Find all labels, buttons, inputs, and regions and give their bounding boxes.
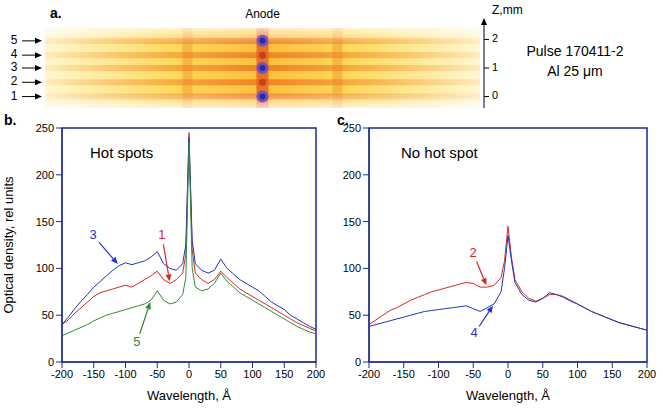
svg-text:5: 5 (11, 33, 18, 47)
svg-text:250: 250 (342, 121, 361, 134)
svg-text:4: 4 (11, 47, 18, 61)
svg-text:-50: -50 (465, 368, 481, 380)
html-text:Hot spots: Hot spots (90, 144, 154, 161)
svg-text:-50: -50 (149, 368, 165, 380)
svg-text:0: 0 (505, 368, 511, 380)
html-text:c.: c. (337, 112, 349, 128)
svg-text:50: 50 (349, 309, 361, 321)
svg-text:150: 150 (603, 368, 621, 380)
svg-text:4: 4 (470, 325, 477, 340)
svg-text:Wavelength, Å: Wavelength, Å (147, 388, 231, 403)
svg-text:Wavelength, Å: Wavelength, Å (466, 388, 550, 403)
svg-text:-150: -150 (83, 368, 105, 380)
svg-text:100: 100 (36, 262, 54, 274)
svg-text:Z,mm: Z,mm (492, 3, 523, 17)
svg-text:2: 2 (492, 32, 498, 44)
svg-text:200: 200 (638, 368, 656, 380)
svg-text:-200: -200 (358, 368, 380, 380)
svg-text:Anode: Anode (245, 7, 280, 21)
svg-text:-100: -100 (114, 368, 136, 380)
svg-text:3: 3 (11, 60, 18, 74)
html-text:No hot spot: No hot spot (401, 144, 478, 161)
svg-text:150: 150 (36, 216, 54, 228)
svg-text:2: 2 (470, 245, 477, 260)
svg-text:200: 200 (343, 169, 361, 181)
svg-text:-100: -100 (427, 368, 449, 380)
svg-text:50: 50 (537, 368, 549, 380)
svg-text:0: 0 (492, 89, 498, 101)
svg-text:0: 0 (186, 368, 192, 380)
svg-text:5: 5 (133, 334, 140, 349)
svg-text:100: 100 (568, 368, 586, 380)
svg-text:a.: a. (50, 5, 62, 21)
svg-text:1: 1 (158, 227, 165, 242)
svg-text:Pulse 170411-2: Pulse 170411-2 (526, 43, 623, 59)
svg-text:200: 200 (36, 169, 54, 181)
svg-text:1: 1 (492, 61, 498, 73)
svg-text:1: 1 (11, 89, 18, 103)
svg-text:150: 150 (343, 216, 361, 228)
html-text:b.: b. (4, 112, 17, 128)
svg-text:Optical density, rel units: Optical density, rel units (1, 176, 16, 314)
svg-text:3: 3 (90, 227, 97, 242)
svg-text:200: 200 (307, 368, 325, 380)
svg-text:50: 50 (42, 309, 54, 321)
svg-text:150: 150 (275, 368, 293, 380)
svg-text:2: 2 (11, 74, 18, 88)
svg-text:50: 50 (215, 368, 227, 380)
svg-text:100: 100 (343, 262, 361, 274)
svg-text:Al 25 μm: Al 25 μm (547, 63, 603, 79)
svg-text:250: 250 (36, 122, 54, 134)
svg-text:-150: -150 (393, 368, 415, 380)
svg-text:100: 100 (243, 368, 261, 380)
svg-text:-200: -200 (51, 368, 73, 380)
svg-text:0: 0 (48, 356, 54, 368)
svg-text:0: 0 (355, 356, 361, 368)
